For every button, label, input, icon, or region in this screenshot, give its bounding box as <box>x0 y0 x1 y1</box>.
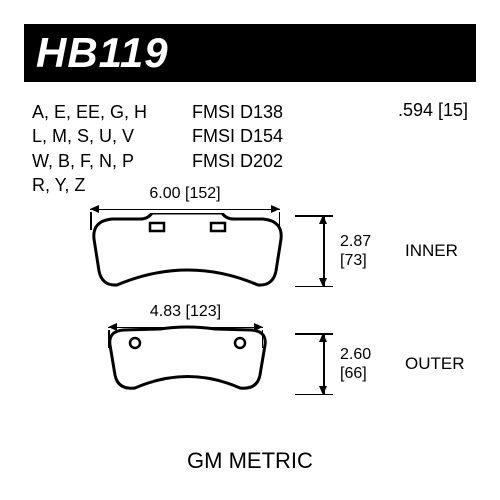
fmsi-line: FMSI D202 <box>192 149 283 173</box>
compound-codes: A, E, EE, G, H L, M, S, U, V W, B, F, N,… <box>32 100 147 197</box>
compounds-line: L, M, S, U, V <box>32 124 147 148</box>
product-title: GM METRIC <box>0 448 500 474</box>
outer-pad-shape <box>90 325 285 393</box>
dimension-arrow <box>323 333 325 395</box>
compounds-line: A, E, EE, G, H <box>32 100 147 124</box>
dimension-arrow <box>323 215 325 287</box>
fmsi-codes: FMSI D138 FMSI D154 FMSI D202 <box>192 100 283 173</box>
dimension-value: 6.00 [152] <box>149 185 220 202</box>
inner-height-dimension: 2.87 [73] INNER <box>295 215 465 287</box>
dimension-value: 2.87 [73] <box>340 232 371 270</box>
outer-label: OUTER <box>405 354 465 374</box>
fmsi-line: FMSI D138 <box>192 100 283 124</box>
outer-height-dimension: 2.60 [66] OUTER <box>295 333 465 395</box>
part-number: HB119 <box>36 29 169 77</box>
brake-pad-diagram: 6.00 [152] 2.87 [73] INNER 4.83 [123] <box>30 185 470 435</box>
fmsi-line: FMSI D154 <box>192 124 283 148</box>
header-bar: HB119 <box>24 24 476 82</box>
dimension-value: 4.83 [123] <box>150 303 221 320</box>
thickness-spec: .594 [15] <box>398 100 468 121</box>
compounds-line: W, B, F, N, P <box>32 149 147 173</box>
inner-pad-shape <box>90 213 285 288</box>
inner-label: INNER <box>405 241 458 261</box>
dimension-value: 2.60 [66] <box>340 345 371 383</box>
